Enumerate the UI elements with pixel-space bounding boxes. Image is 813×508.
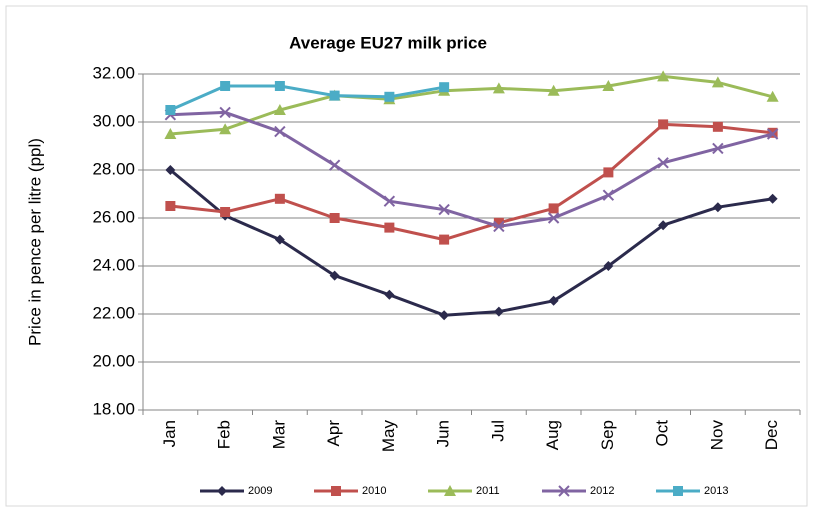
legend-marker (444, 485, 456, 496)
chart-title: Average EU27 milk price (289, 33, 487, 52)
data-point (548, 203, 559, 214)
data-point (328, 159, 341, 171)
series-line (170, 122, 773, 242)
series-line (169, 84, 445, 112)
data-point (711, 76, 724, 88)
data-point (219, 106, 231, 119)
y-tick-label: 18.00 (92, 399, 135, 418)
data-point (384, 91, 395, 102)
y-tick-label: 20.00 (92, 351, 135, 370)
y-tick-label: 28.00 (92, 159, 135, 178)
y-tick-label: 24.00 (92, 255, 135, 274)
data-point (439, 310, 450, 321)
data-point (658, 119, 669, 130)
data-point (329, 90, 340, 101)
x-tick-label: Apr (324, 420, 343, 447)
chart-frame (5, 5, 808, 507)
y-tick-label: 26.00 (92, 207, 135, 226)
y-tick-label: 22.00 (92, 303, 135, 322)
legend-entry: 2013 (656, 485, 728, 497)
data-point (219, 123, 232, 135)
data-point (603, 167, 614, 178)
legend-label: 2011 (476, 485, 500, 497)
legend-label: 2013 (704, 485, 728, 497)
legend-entry: 2010 (314, 485, 386, 497)
x-tick-label: Jun (434, 420, 453, 447)
y-tick-label: 32.00 (92, 63, 135, 82)
series-line (170, 110, 774, 228)
x-tick-label: Aug (543, 420, 562, 450)
x-tick-label: Jul (488, 420, 507, 442)
data-point (384, 289, 395, 300)
x-tick-label: Oct (653, 420, 672, 447)
data-point (220, 207, 231, 217)
legend-marker (331, 486, 341, 496)
legend-entry: 2011 (428, 485, 500, 497)
data-point (274, 81, 285, 91)
x-tick-label: Jan (160, 420, 179, 447)
data-point (274, 125, 286, 138)
series-line (169, 168, 773, 317)
legend-label: 2012 (590, 485, 614, 497)
data-point (165, 201, 176, 211)
data-point (220, 81, 231, 91)
x-tick-label: Sep (598, 420, 617, 450)
data-point (329, 270, 340, 281)
data-point (439, 234, 450, 245)
data-point (766, 90, 779, 102)
data-point (766, 128, 779, 140)
data-point (658, 220, 669, 231)
data-point (712, 142, 724, 155)
data-point (384, 222, 395, 233)
data-point (493, 217, 504, 228)
data-point (439, 82, 450, 93)
y-tick-label: 30.00 (92, 111, 135, 130)
data-point (547, 84, 560, 96)
data-point (329, 213, 340, 223)
data-point (164, 128, 177, 139)
data-point (273, 104, 286, 115)
y-axis-label: Price in pence per litre (ppl) (25, 138, 44, 346)
x-tick-label: Dec (762, 420, 781, 451)
data-point (657, 157, 669, 169)
legend-label: 2009 (248, 485, 272, 497)
data-point (165, 165, 176, 175)
data-point (712, 121, 723, 132)
data-point (274, 234, 285, 245)
legend-entry: 2009 (200, 485, 272, 497)
data-point (602, 80, 615, 91)
x-tick-label: Feb (215, 420, 234, 449)
data-point (493, 220, 505, 233)
data-point (547, 212, 560, 224)
x-tick-label: Mar (269, 420, 288, 450)
series-line (170, 74, 774, 136)
x-tick-label: May (379, 420, 398, 453)
legend-marker (558, 485, 570, 497)
legend-entry: 2012 (542, 485, 614, 497)
legend-marker (217, 486, 227, 496)
legend-label: 2010 (362, 485, 386, 497)
data-point (492, 82, 505, 94)
data-point (602, 189, 615, 201)
data-point (165, 105, 176, 115)
data-point (712, 202, 723, 213)
x-tick-label: Nov (707, 420, 726, 451)
data-point (438, 203, 450, 216)
legend-marker (673, 486, 683, 496)
data-point (383, 195, 396, 207)
data-point (657, 70, 670, 82)
data-point (493, 306, 504, 317)
data-point (548, 295, 559, 306)
data-point (767, 193, 778, 204)
data-point (274, 193, 285, 204)
data-point (603, 261, 614, 271)
